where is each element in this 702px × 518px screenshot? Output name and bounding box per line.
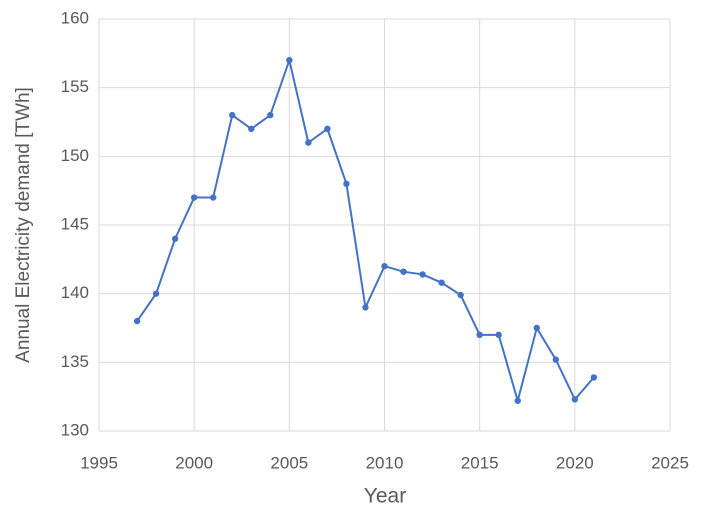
y-tick-label: 160 (61, 8, 89, 27)
x-tick-label: 2020 (556, 453, 594, 472)
marker (343, 180, 350, 187)
marker (514, 397, 521, 404)
y-tick-label: 135 (61, 352, 89, 371)
x-tick-label: 2000 (175, 453, 213, 472)
marker (171, 235, 179, 242)
marker (400, 268, 407, 275)
y-axis-label: Annual Electricity demand [TWh] (13, 87, 34, 363)
x-tick-label: 2010 (366, 453, 404, 472)
marker (590, 374, 598, 381)
marker (533, 324, 540, 332)
x-tick-label: 2015 (461, 453, 499, 472)
y-tick-label: 130 (61, 420, 89, 439)
marker (190, 194, 198, 201)
x-tick-label: 1995 (80, 453, 118, 472)
marker (305, 139, 312, 146)
x-tick-label: 2005 (270, 453, 308, 472)
line (136, 56, 595, 405)
marker (210, 194, 217, 201)
marker (571, 396, 579, 403)
y-tick-label: 145 (61, 214, 89, 233)
x-tick-label: 2025 (651, 453, 689, 472)
marker (381, 263, 388, 270)
marker (267, 111, 274, 119)
marker (286, 57, 293, 64)
y-tick-label: 150 (61, 146, 89, 165)
marker (362, 304, 369, 311)
marker (152, 290, 160, 297)
marker (133, 317, 141, 325)
x-axis-label: Year (364, 485, 406, 508)
marker (248, 125, 255, 133)
marker (476, 331, 483, 339)
marker (229, 111, 236, 119)
marker (495, 331, 502, 339)
marker (438, 279, 445, 286)
marker (419, 271, 426, 278)
marker (457, 291, 464, 299)
y-tick-label: 140 (61, 283, 89, 302)
marker (552, 356, 559, 363)
marker (324, 125, 331, 133)
y-tick-label: 155 (61, 77, 89, 96)
